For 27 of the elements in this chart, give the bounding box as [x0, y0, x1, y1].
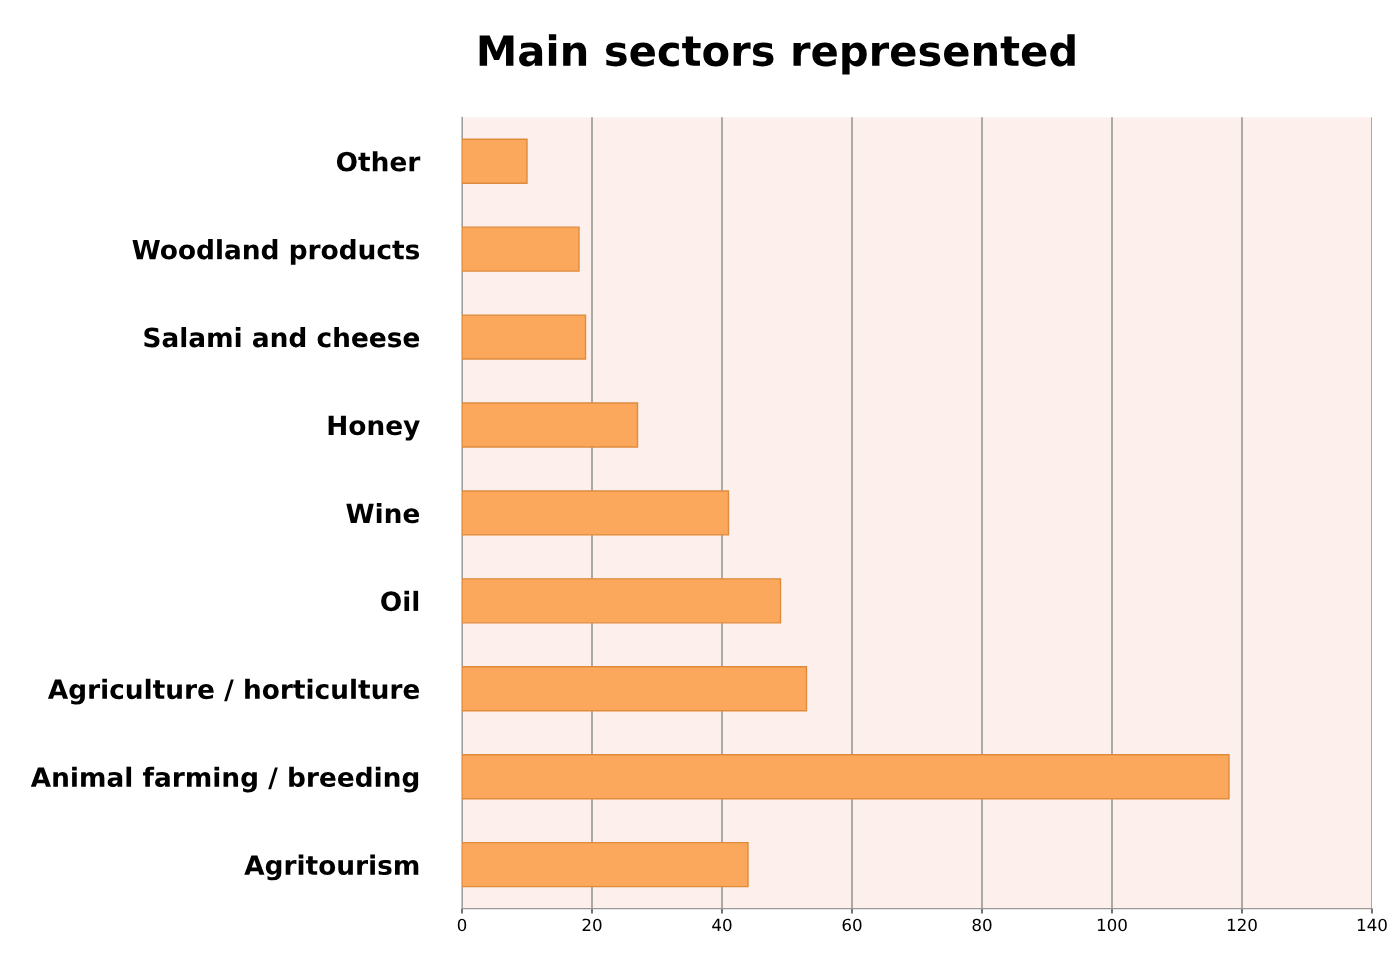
- y-tick-label: Agriculture / horticulture: [47, 678, 420, 705]
- y-tick-label: Other: [336, 151, 421, 172]
- bar: [462, 490, 730, 536]
- y-tick-label: Salami and cheese: [144, 327, 420, 348]
- y-tick-label: Wine: [346, 502, 420, 524]
- x-tick-label: 0: [457, 918, 467, 932]
- x-tick-label: 120: [1227, 918, 1257, 932]
- bar: [462, 402, 639, 448]
- y-tick-label: Agritourism: [244, 854, 419, 881]
- bar: [462, 138, 528, 184]
- chart-title: Main sectors represented: [479, 34, 1075, 75]
- y-tick-label: Woodland products: [132, 239, 420, 265]
- x-tick-label: 80: [972, 918, 992, 932]
- x-tick-label: 140: [1357, 918, 1387, 932]
- bar: [462, 578, 782, 624]
- bar: [462, 226, 580, 272]
- y-tick-label: Honey: [328, 415, 420, 441]
- x-tick-label: 20: [582, 918, 602, 932]
- bar: [462, 666, 808, 712]
- x-tick-label: 100: [1097, 918, 1127, 932]
- x-tick-label: 60: [842, 918, 862, 932]
- y-tick-label: Animal farming / breeding: [30, 766, 419, 793]
- bar: [462, 754, 1230, 800]
- bar: [462, 314, 587, 360]
- y-tick-label: Oil: [381, 590, 419, 612]
- bar: [462, 841, 749, 888]
- x-tick-label: 40: [712, 918, 732, 932]
